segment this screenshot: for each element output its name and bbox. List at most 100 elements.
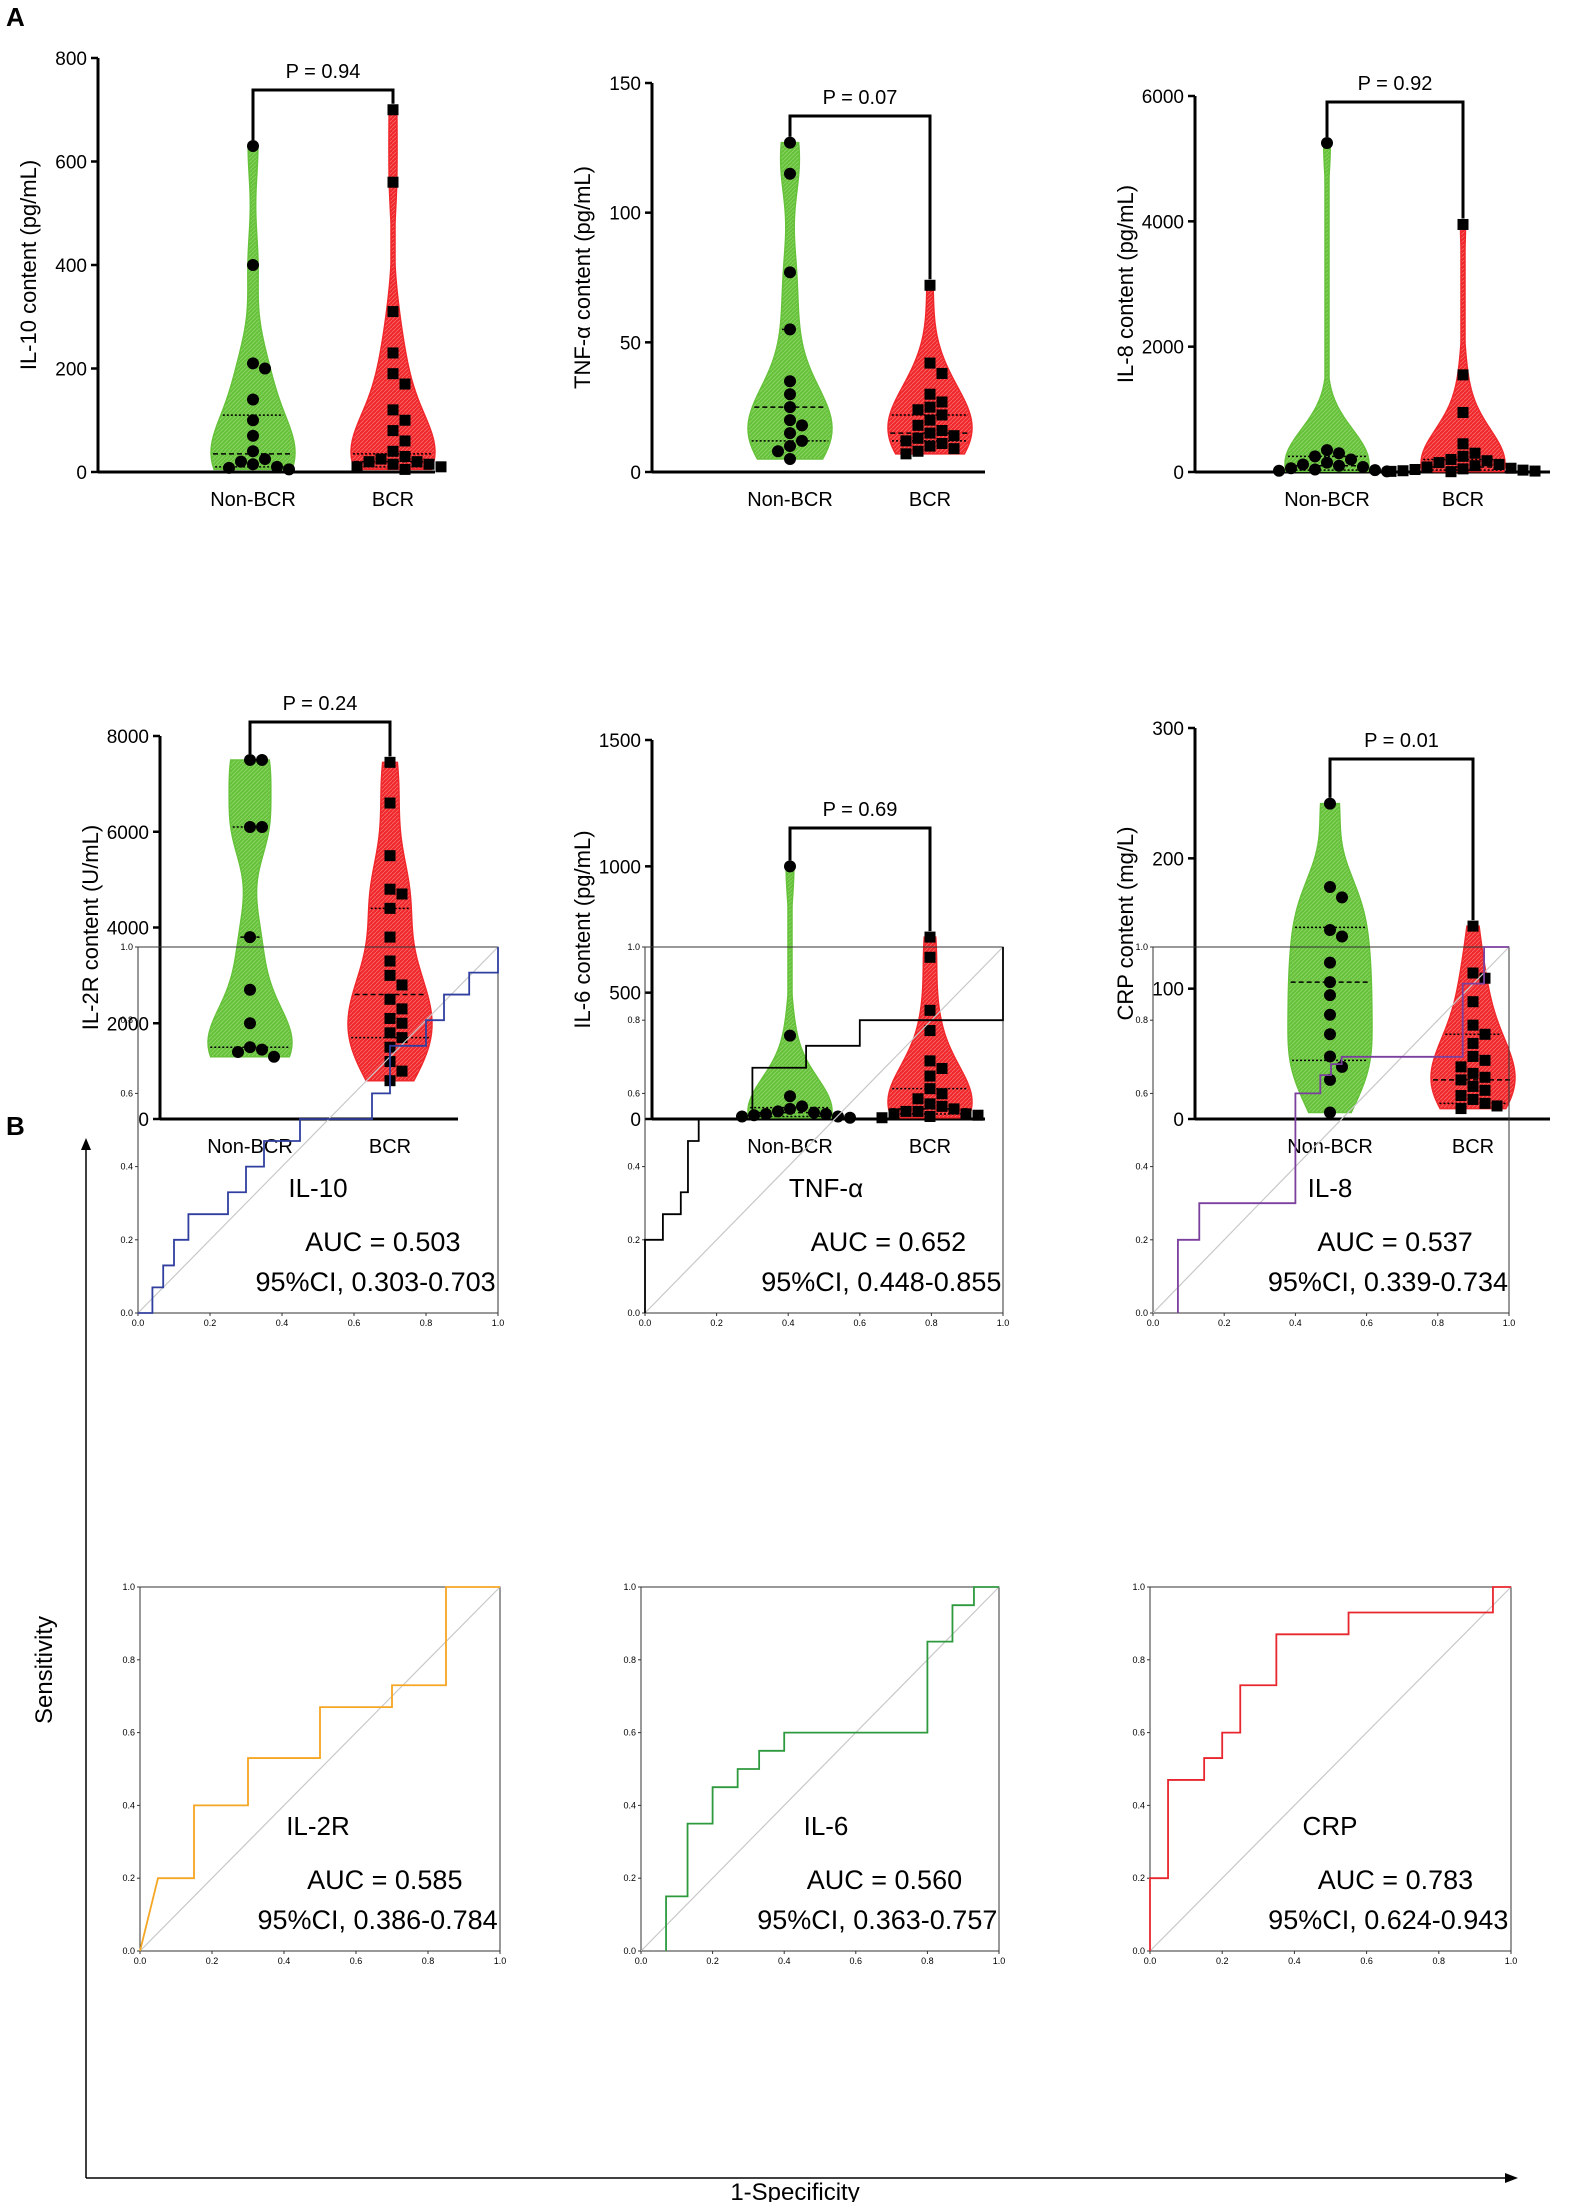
y-tick-label: 300 [1152, 719, 1184, 740]
x-tick-label: 0.8 [925, 1318, 938, 1328]
data-point [1467, 1037, 1479, 1049]
panel-label-a: A [6, 2, 25, 32]
category-label: BCR [369, 1136, 411, 1158]
reference-diagonal [137, 946, 499, 1314]
y-tick-label: 0.6 [122, 1728, 135, 1738]
violin-crp-bcr [1430, 925, 1516, 1110]
data-point [244, 983, 256, 996]
y-tick-label: 1.0 [1135, 942, 1148, 952]
data-point [384, 931, 396, 943]
roc-curve [665, 1586, 999, 1951]
data-point [351, 461, 363, 473]
data-point [384, 883, 396, 895]
category-label: BCR [909, 489, 951, 511]
data-point [1345, 453, 1357, 466]
data-point [384, 955, 396, 967]
roc-plot-frame [644, 946, 1004, 1314]
data-point [924, 357, 936, 369]
y-tick-label: 150 [609, 74, 641, 95]
category-label: Non-BCR [1287, 1136, 1373, 1158]
data-point [924, 414, 936, 426]
data-point [1455, 1074, 1467, 1086]
roc-panels: IL-10 0.0 0.2 0.4 0.6 0.8 1.0 0.0 0.2 0.4 0.6 0.8 1.… [120, 942, 1517, 1966]
x-tick-label: 0.2 [204, 1318, 217, 1328]
data-point [924, 401, 936, 413]
data-point [784, 414, 796, 427]
y-tick-label: 0.8 [1135, 1015, 1148, 1025]
data-point [1324, 1028, 1336, 1041]
x-tick-label: 0.8 [420, 1318, 433, 1328]
data-point [1481, 455, 1493, 467]
significance-bracket [788, 826, 932, 932]
data-point [223, 461, 235, 474]
violin-tnfa-nonbcr [747, 141, 833, 460]
y-axis-label: IL-2R content (U/mL) [78, 825, 103, 1030]
x-tick-label: 0.8 [921, 1956, 934, 1966]
data-point [1467, 1019, 1479, 1031]
data-point [796, 419, 808, 432]
y-tick-label: 0.0 [623, 1946, 636, 1956]
data-point [1324, 956, 1336, 969]
data-point [1455, 1090, 1467, 1102]
data-point [259, 362, 271, 375]
data-point [1467, 967, 1479, 979]
roc-chart-il8: IL-8 0.0 0.2 0.4 0.6 0.8 1.0 0.0 0.2 0.4 0.6 0.8 1.0… [1135, 942, 1515, 1328]
data-point [256, 753, 268, 766]
x-tick-label: 0.8 [1432, 1318, 1445, 1328]
y-tick-label: 0.8 [627, 1015, 640, 1025]
data-point [423, 458, 435, 470]
violin-il2r-nonbcr [207, 759, 293, 1058]
y-tick-label: 4000 [107, 919, 149, 940]
roc-y-title: Sensitivity [31, 1616, 58, 1724]
category-label: Non-BCR [1284, 489, 1370, 511]
data-point [387, 104, 399, 116]
y-tick-label: 0.2 [623, 1873, 636, 1883]
x-tick-label: 0.4 [1289, 1318, 1302, 1328]
data-point [912, 404, 924, 416]
data-point [387, 458, 399, 470]
significance-bracket [251, 88, 395, 140]
data-point [784, 323, 796, 336]
y-tick-label: 1.0 [120, 942, 133, 952]
y-axis-label: TNF-α content (pg/mL) [570, 166, 595, 389]
significance-bracket [1325, 100, 1465, 219]
data-point [1324, 881, 1336, 894]
y-tick-label: 50 [620, 333, 641, 354]
violin-il2r-bcr [347, 761, 433, 1082]
x-tick-label: 0.6 [1360, 1318, 1373, 1328]
y-tick-label: 1500 [599, 731, 641, 752]
data-point [399, 463, 411, 475]
data-point [399, 450, 411, 462]
x-tick-label: 0.8 [422, 1956, 435, 1966]
data-point [1467, 1050, 1479, 1062]
auc-label: AUC = 0.560 [807, 1865, 962, 1895]
significance-bracket [788, 114, 932, 280]
data-point [820, 1107, 832, 1120]
auc-label: AUC = 0.585 [307, 1865, 462, 1895]
data-point [1357, 460, 1369, 473]
y-tick-label: 0.0 [1132, 1946, 1145, 1956]
roc-plot-frame [1152, 946, 1510, 1314]
data-point [936, 1100, 948, 1112]
roc-frame: Sensitivity 1-Specificity [31, 1138, 1518, 2202]
data-point [1336, 930, 1348, 943]
data-point [1457, 463, 1469, 475]
p-value-label: P = 0.69 [823, 799, 898, 821]
x-tick-label: 1.0 [1505, 1956, 1518, 1966]
y-tick-label: 0.8 [1132, 1655, 1145, 1665]
data-point [784, 136, 796, 149]
y-tick-label: 400 [55, 256, 87, 277]
x-tick-label: 0.4 [782, 1318, 795, 1328]
x-tick-label: 0.2 [1216, 1956, 1229, 1966]
violin-chart-il6: 0 500 1000 1500 IL-6 content (pg/mL) Non-BCR B… [570, 731, 985, 1158]
data-point [1467, 920, 1479, 932]
y-tick-label: 200 [1152, 849, 1184, 870]
roc-curve [139, 1586, 500, 1952]
y-tick-label: 0.6 [627, 1088, 640, 1098]
data-point [796, 434, 808, 447]
y-tick-label: 6000 [1142, 87, 1184, 108]
data-point [784, 375, 796, 388]
ci-label: 95%CI, 0.386-0.784 [258, 1905, 498, 1935]
data-point [1457, 450, 1469, 462]
data-point [924, 931, 936, 943]
